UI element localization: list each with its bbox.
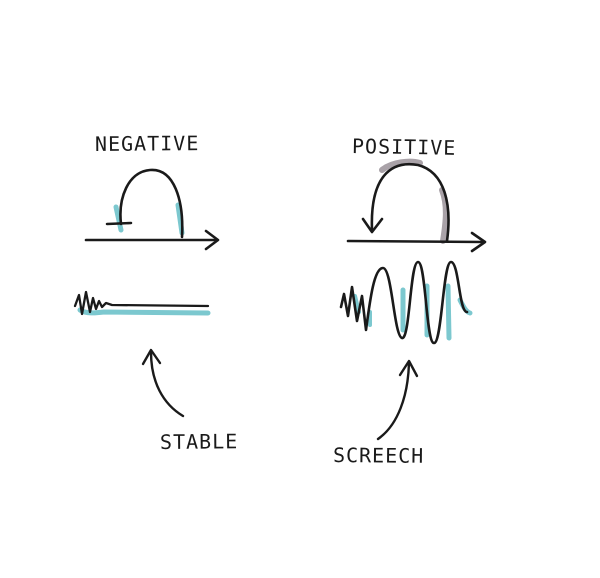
positive-label: POSITIVE	[351, 134, 457, 160]
screech-pointer-arrowhead	[398, 359, 419, 378]
positive-axis-arrow	[346, 231, 487, 253]
positive-feedback-loop	[361, 158, 450, 244]
stable-pointer-arrow	[141, 348, 185, 418]
positive-loop-arrowhead	[361, 217, 384, 234]
stable-waveform	[73, 290, 211, 316]
stable-waveform-line	[73, 290, 210, 316]
negative-axis-arrow	[84, 229, 220, 251]
stable-pointer-line	[149, 350, 185, 418]
screech-waveform	[339, 260, 473, 345]
screech-label: SCREECH	[332, 443, 425, 468]
negative-label: NEGATIVE	[94, 131, 200, 156]
stable-pointer-arrowhead	[141, 348, 162, 366]
negative-loop-block-mark	[105, 221, 133, 226]
screech-pointer-arrow	[376, 359, 419, 441]
positive-axis-arrowhead	[470, 231, 487, 253]
negative-feedback-loop	[105, 168, 185, 239]
stable-waveform-shadow	[77, 307, 211, 316]
negative-loop-shadow-left	[113, 204, 124, 233]
positive-loop-shadow-top	[379, 158, 423, 173]
screech-waveform-line	[339, 260, 469, 345]
positive-loop-shadow-right	[439, 187, 449, 244]
negative-axis-arrowhead	[204, 229, 220, 251]
screech-pointer-line	[376, 361, 411, 441]
negative-loop-arch	[119, 168, 184, 239]
positive-axis-line	[346, 239, 486, 244]
positive-loop-curve	[370, 162, 450, 243]
stable-label: STABLE	[159, 429, 239, 454]
screech-shadow-5	[445, 283, 452, 341]
